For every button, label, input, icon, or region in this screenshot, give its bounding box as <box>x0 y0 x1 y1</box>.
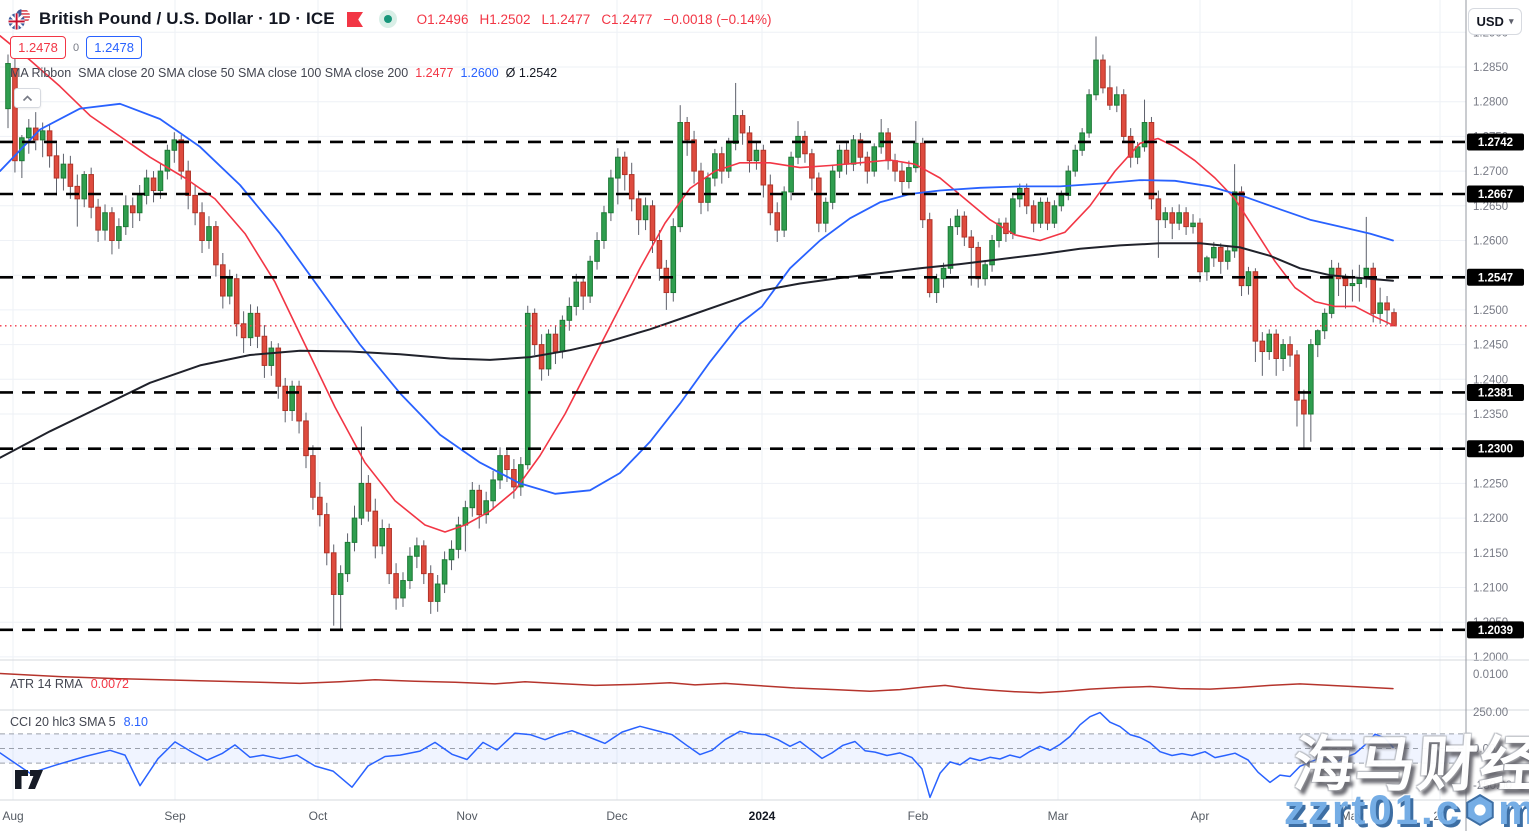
gear-icon <box>1463 793 1497 827</box>
cci-value: 8.10 <box>123 715 148 729</box>
ma-ribbon-title: MA Ribbon <box>10 66 72 80</box>
svg-text:1.2667: 1.2667 <box>1478 189 1513 201</box>
symbol-title[interactable]: British Pound / U.S. Dollar · 1D · ICE <box>39 9 335 28</box>
currency-dropdown-label: USD <box>1476 14 1504 29</box>
sell-price-button[interactable]: 1.2478 <box>10 36 66 59</box>
market-status-icon[interactable] <box>378 10 397 28</box>
svg-text:1.2650: 1.2650 <box>1473 201 1508 213</box>
gbpusd-pair-flag-icon <box>8 8 31 31</box>
chevron-up-icon <box>22 94 33 101</box>
svg-text:1.2800: 1.2800 <box>1473 97 1508 109</box>
atr-title: ATR 14 RMA <box>10 677 83 691</box>
svg-text:Mar: Mar <box>1048 809 1069 823</box>
high-value: H1.2502 <box>479 11 531 27</box>
red-flag-icon[interactable] <box>346 11 363 27</box>
svg-text:1.2100: 1.2100 <box>1473 583 1508 595</box>
svg-text:1.2000: 1.2000 <box>1473 652 1508 664</box>
svg-text:2024: 2024 <box>749 809 776 823</box>
ma-avg-value: Ø 1.2542 <box>505 66 558 80</box>
svg-text:1.2450: 1.2450 <box>1473 340 1508 352</box>
ma-ribbon-legend[interactable]: MA Ribbon SMA close 20 SMA close 50 SMA … <box>10 66 557 80</box>
svg-text:1.2300: 1.2300 <box>1478 444 1513 456</box>
svg-text:1.2039: 1.2039 <box>1478 625 1513 637</box>
svg-text:May: May <box>1341 809 1364 823</box>
svg-text:1.2700: 1.2700 <box>1473 166 1508 178</box>
ohlc-values: O1.2496 H1.2502 L1.2477 C1.2477 −0.0018 … <box>417 12 772 27</box>
cci-title: CCI 20 hlc3 SMA 5 <box>10 715 116 729</box>
svg-text:1.2850: 1.2850 <box>1473 62 1508 74</box>
collapse-legend-button[interactable] <box>14 88 41 108</box>
svg-text:Dec: Dec <box>606 809 627 823</box>
low-value: L1.2477 <box>541 11 591 27</box>
spread-value: 0 <box>73 41 80 54</box>
svg-text:1.2150: 1.2150 <box>1473 548 1508 560</box>
svg-text:Apr: Apr <box>1191 809 1210 823</box>
ma-fast-value: 1.2477 <box>415 66 454 80</box>
svg-text:Aug: Aug <box>2 809 23 823</box>
close-value: C1.2477 <box>601 11 653 27</box>
ma-mid-value: 1.2600 <box>460 66 499 80</box>
svg-text:1.2600: 1.2600 <box>1473 236 1508 248</box>
atr-legend[interactable]: ATR 14 RMA 0.0072 <box>10 677 129 691</box>
svg-text:Oct: Oct <box>309 809 328 823</box>
ma-ribbon-params: SMA close 20 SMA close 50 SMA close 100 … <box>78 66 409 80</box>
change-value: −0.0018 (−0.14%) <box>663 11 772 27</box>
svg-text:0.0100: 0.0100 <box>1473 669 1508 681</box>
svg-text:1.2547: 1.2547 <box>1478 272 1513 284</box>
chevron-down-icon: ▾ <box>1508 16 1514 26</box>
svg-text:1.2200: 1.2200 <box>1473 513 1508 525</box>
quote-row: 1.2478 0 1.2478 <box>10 36 143 59</box>
svg-text:1.2742: 1.2742 <box>1478 137 1513 149</box>
atr-value: 0.0072 <box>90 677 129 691</box>
watermark-site-suffix: m <box>1498 786 1529 831</box>
svg-text:250.00: 250.00 <box>1473 707 1508 719</box>
buy-price-button[interactable]: 1.2478 <box>86 36 143 59</box>
open-value: O1.2496 <box>416 11 469 27</box>
watermark-site: zzrt01.c m <box>1284 786 1529 831</box>
svg-text:Feb: Feb <box>908 809 929 823</box>
currency-dropdown[interactable]: USD ▾ <box>1468 8 1522 35</box>
svg-text:Nov: Nov <box>456 809 477 823</box>
svg-text:1.2381: 1.2381 <box>1478 387 1514 399</box>
svg-text:-250.00: -250.00 <box>1473 780 1512 792</box>
svg-text:1.2250: 1.2250 <box>1473 478 1508 490</box>
svg-text:20: 20 <box>1433 809 1447 823</box>
tradingview-logo[interactable] <box>14 769 44 795</box>
svg-text:1.2400: 1.2400 <box>1473 374 1508 386</box>
svg-text:1.2350: 1.2350 <box>1473 409 1508 421</box>
cci-legend[interactable]: CCI 20 hlc3 SMA 5 8.10 <box>10 715 148 729</box>
watermark-site-prefix: zzrt01.c <box>1284 786 1463 831</box>
svg-text:0.00: 0.00 <box>1473 744 1495 756</box>
symbol-header: British Pound / U.S. Dollar · 1D · ICE O… <box>8 6 771 32</box>
svg-text:1.2500: 1.2500 <box>1473 305 1508 317</box>
svg-text:Sep: Sep <box>164 809 186 823</box>
